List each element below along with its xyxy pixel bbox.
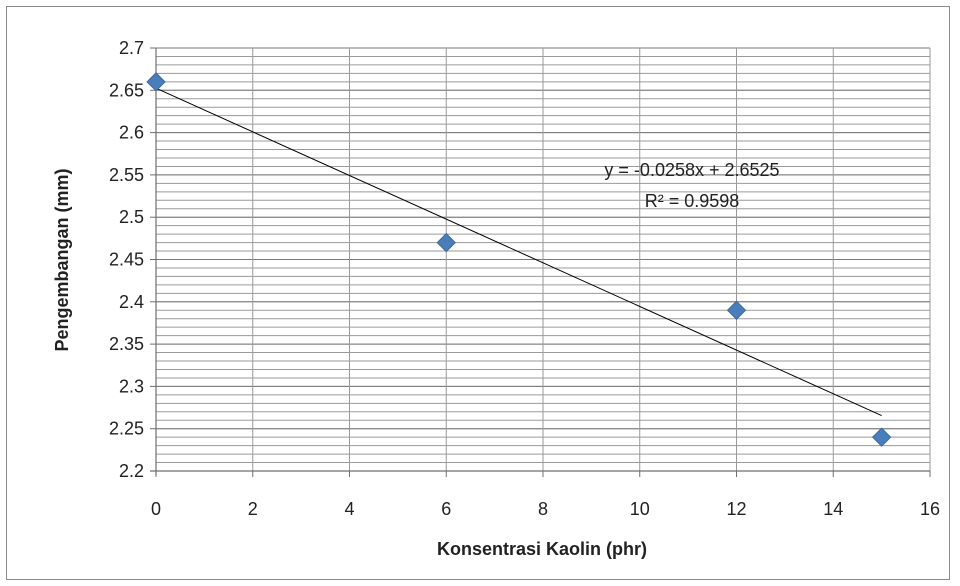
data-point (871, 427, 892, 447)
x-tick-label: 0 (151, 499, 161, 519)
data-points (146, 72, 892, 447)
y-tick-label: 2.45 (109, 250, 144, 270)
trendline-r-squared: R² = 0.9598 (645, 191, 740, 211)
grid-lines (156, 47, 931, 472)
trendline (155, 87, 882, 417)
y-axis-title: Pengembangan (mm) (52, 168, 72, 351)
x-tick-label: 16 (920, 499, 940, 519)
y-tick-label: 2.3 (119, 376, 144, 396)
linear-trendline (155, 87, 882, 417)
y-tick-label: 2.2 (119, 461, 144, 481)
x-tick-label: 8 (538, 499, 548, 519)
x-tick-label: 6 (441, 499, 451, 519)
y-tick-label: 2.25 (109, 419, 144, 439)
x-tick-label: 4 (344, 499, 354, 519)
data-point (146, 72, 166, 92)
y-tick-label: 2.5 (119, 207, 144, 227)
y-tick-label: 2.4 (119, 292, 144, 312)
y-tick-label: 2.55 (109, 165, 144, 185)
y-tick-label: 2.65 (109, 80, 144, 100)
x-tick-label: 14 (823, 499, 843, 519)
trendline-equation: y = -0.0258x + 2.6525 (604, 160, 779, 180)
y-tick-label: 2.35 (109, 334, 144, 354)
axes (150, 47, 931, 477)
x-axis-title: Konsentrasi Kaolin (phr) (437, 539, 647, 559)
data-point (726, 300, 747, 320)
y-tick-label: 2.6 (119, 123, 144, 143)
x-tick-label: 2 (248, 499, 258, 519)
x-tick-label: 12 (726, 499, 746, 519)
data-point (436, 232, 456, 253)
y-tick-label: 2.7 (119, 38, 144, 58)
tick-labels: 2.2 2.25 2.3 2.35 2.4 2.45 2.5 2.55 2.6 2.65 2.7 0 2… (109, 38, 940, 519)
x-tick-label: 10 (630, 499, 650, 519)
